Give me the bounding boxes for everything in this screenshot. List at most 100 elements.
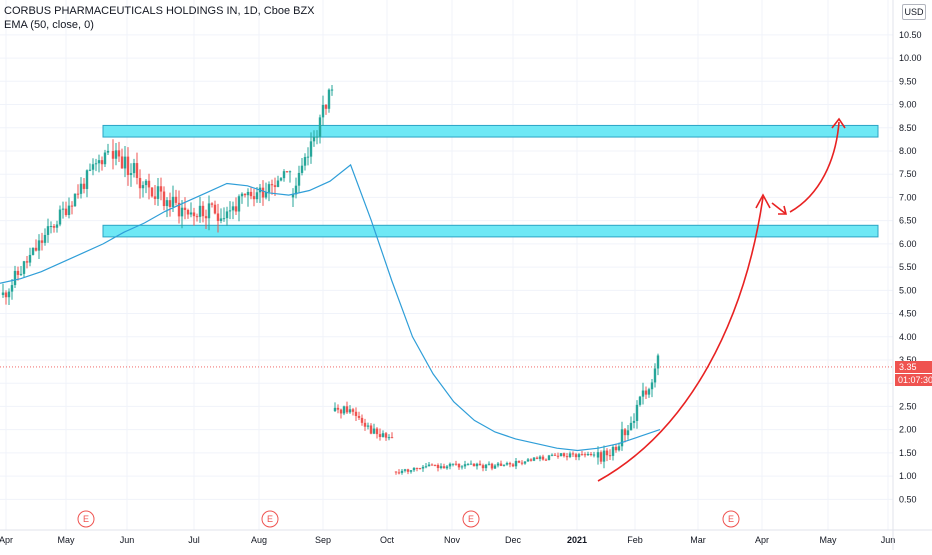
candle-body	[7, 291, 11, 298]
candle-body	[123, 156, 127, 169]
candle-body	[138, 177, 142, 189]
candle-body	[647, 389, 651, 395]
candle-body	[433, 464, 437, 466]
candle-body	[315, 136, 319, 138]
candle-body	[348, 409, 352, 413]
candle-body	[285, 171, 289, 173]
y-tick-label: 9.50	[899, 76, 917, 86]
candle-body	[150, 187, 154, 197]
candle-body	[589, 453, 593, 455]
x-tick-label: Apr	[0, 535, 13, 545]
candle-body	[55, 224, 59, 228]
candle-body	[653, 368, 657, 383]
candle-body	[321, 104, 325, 118]
candle-body	[394, 471, 398, 473]
candle-body	[650, 382, 654, 390]
candle-body	[580, 454, 584, 456]
candle-body	[64, 208, 68, 216]
earnings-marker	[462, 510, 480, 528]
candle-body	[378, 434, 382, 437]
candle-body	[366, 425, 370, 427]
candle-body	[360, 417, 364, 423]
candle-body	[339, 409, 343, 414]
x-tick-label: May	[819, 535, 837, 545]
candle-body	[79, 183, 83, 194]
candle-body	[198, 205, 202, 217]
resistance-support-zones	[102, 124, 879, 238]
candle-body	[333, 407, 337, 412]
y-tick-label: 2.00	[899, 425, 917, 435]
candle-body	[4, 292, 8, 298]
candle-body	[309, 141, 313, 157]
y-tick-label: 5.00	[899, 285, 917, 295]
candle-body	[472, 463, 476, 467]
price-zone	[102, 124, 879, 138]
candle-body	[177, 202, 181, 217]
earnings-marker	[77, 510, 95, 528]
y-tick-label: 1.00	[899, 471, 917, 481]
candle-body	[460, 466, 464, 468]
candle-body	[478, 463, 482, 466]
candle-body	[571, 453, 575, 455]
chart-legend: CORBUS PHARMACEUTICALS HOLDINGS IN, 1D, …	[4, 4, 315, 32]
candle-body	[487, 463, 491, 465]
candle-body	[106, 150, 110, 153]
candle-body	[201, 205, 205, 217]
y-tick-label: 7.50	[899, 169, 917, 179]
earnings-marker-label: E	[267, 514, 273, 524]
candle-body	[568, 453, 572, 458]
candle-body	[261, 187, 265, 198]
candle-body	[231, 206, 235, 211]
candle-body	[73, 193, 77, 207]
candle-body	[216, 213, 220, 221]
candle-body	[596, 452, 600, 458]
candle-body	[384, 433, 388, 438]
candle-body	[279, 178, 283, 181]
candle-body	[599, 452, 603, 462]
candle-body	[499, 463, 503, 466]
forecast-arrow	[755, 193, 771, 209]
y-tick-label: 8.50	[899, 123, 917, 133]
candle-body	[381, 433, 385, 437]
y-tick-label: 5.50	[899, 262, 917, 272]
candle-body	[1, 292, 5, 295]
candle-body	[400, 470, 404, 473]
currency-badge[interactable]: USD	[902, 4, 926, 20]
candle-body	[264, 192, 268, 198]
candle-body	[626, 430, 630, 436]
candle-body	[240, 193, 244, 197]
candle-body	[46, 226, 50, 235]
candle-body	[418, 468, 422, 470]
candle-body	[436, 464, 440, 469]
candle-body	[451, 463, 455, 465]
x-tick-label: Dec	[505, 535, 522, 545]
y-tick-label: 1.50	[899, 448, 917, 458]
candle-body	[237, 196, 241, 212]
candle-body	[442, 466, 446, 469]
x-tick-label: Apr	[755, 535, 769, 545]
x-tick-label: Jul	[188, 535, 200, 545]
candle-body	[273, 185, 277, 187]
candle-body	[538, 456, 542, 459]
earnings-marker-label: E	[83, 514, 89, 524]
candle-body	[213, 204, 217, 214]
candle-body	[535, 457, 539, 459]
candle-body	[387, 437, 391, 439]
candle-body	[415, 467, 419, 469]
symbol-title: CORBUS PHARMACEUTICALS HOLDINGS IN, 1D, …	[4, 5, 315, 17]
y-tick-label: 4.00	[899, 332, 917, 342]
candle-body	[195, 216, 199, 218]
x-tick-label: May	[57, 535, 75, 545]
x-tick-label: Aug	[251, 535, 267, 545]
last-price-badge: 3.35	[895, 360, 932, 373]
annotation-arrows	[597, 117, 846, 482]
candle-body	[547, 455, 551, 460]
candle-body	[502, 464, 506, 466]
candle-body	[37, 240, 41, 251]
y-tick-label: 10.00	[899, 53, 922, 63]
forecast-arrow	[789, 121, 840, 213]
candle-body	[424, 466, 428, 468]
candle-body	[586, 453, 590, 455]
